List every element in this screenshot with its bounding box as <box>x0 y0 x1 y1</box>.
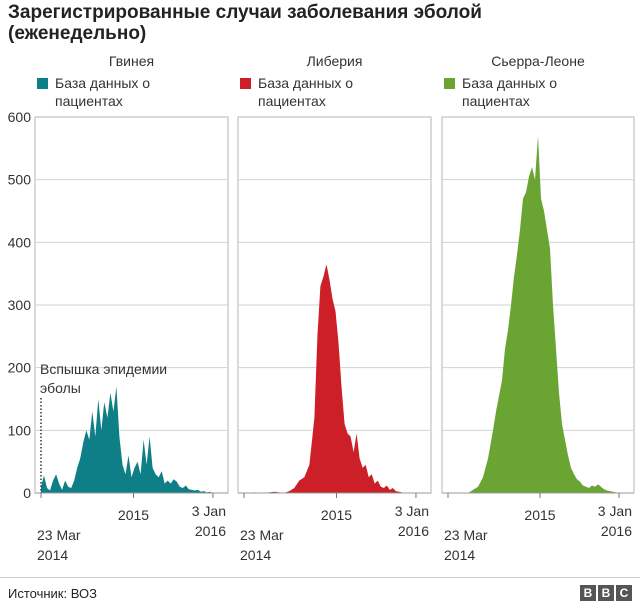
series-area <box>448 135 628 494</box>
x-tick-label: 2014 <box>240 547 271 563</box>
source-label: Источник: ВОЗ <box>8 586 97 601</box>
chart-title-line1: Зарегистрированные случаи заболевания эб… <box>8 2 482 23</box>
x-tick-label: 2015 <box>118 507 149 523</box>
bbc-logo-letter: B <box>598 585 614 601</box>
y-tick-label: 600 <box>8 109 32 125</box>
bbc-logo: B B C <box>580 585 632 601</box>
y-tick-label: 200 <box>8 360 32 376</box>
x-tick-label: 23 Mar <box>37 527 81 543</box>
bbc-logo-letter: C <box>616 585 632 601</box>
y-tick-label: 0 <box>23 485 31 501</box>
legend-label: База данных о <box>258 75 353 91</box>
x-tick-label: 2016 <box>195 523 226 539</box>
series-area <box>244 264 425 493</box>
chart-title-line2: (еженедельно) <box>8 23 147 44</box>
x-tick-label: 3 Jan <box>192 503 226 519</box>
annotation-label: эболы <box>40 380 81 396</box>
x-tick-label: 23 Mar <box>444 527 488 543</box>
x-tick-label: 2015 <box>321 507 352 523</box>
bbc-logo-letter: B <box>580 585 596 601</box>
legend-label: пациентах <box>462 93 530 109</box>
chart-area: 0 100 200 300 400 500 600 Гвинея База данных о па… <box>8 53 635 563</box>
annotation-label: Вспышка эпидемии <box>40 361 167 377</box>
x-tick-label: 2015 <box>524 507 555 523</box>
series-area <box>41 386 222 493</box>
x-tick-label: 2016 <box>601 523 632 539</box>
legend-label: База данных о <box>55 75 150 91</box>
x-tick-label: 2016 <box>398 523 429 539</box>
footer-divider <box>0 577 640 578</box>
x-tick-label: 3 Jan <box>598 503 632 519</box>
legend-swatch <box>37 78 48 89</box>
legend-swatch <box>240 78 251 89</box>
chart-title: Зарегистрированные случаи заболевания эб… <box>8 2 628 44</box>
x-tick-label: 2014 <box>444 547 475 563</box>
panel-title: Гвинея <box>109 53 154 69</box>
y-tick-label: 100 <box>8 422 32 438</box>
x-tick-label: 23 Mar <box>240 527 284 543</box>
y-tick-label: 400 <box>8 234 32 250</box>
legend-label: пациентах <box>55 93 123 109</box>
panel-title: Сьерра-Леоне <box>491 53 585 69</box>
x-tick-label: 2014 <box>37 547 68 563</box>
y-tick-label: 500 <box>8 172 32 188</box>
y-tick-label: 300 <box>8 297 32 313</box>
legend-swatch <box>444 78 455 89</box>
legend-label: База данных о <box>462 75 557 91</box>
x-tick-label: 3 Jan <box>395 503 429 519</box>
panel-title: Либерия <box>307 53 363 69</box>
legend-label: пациентах <box>258 93 326 109</box>
